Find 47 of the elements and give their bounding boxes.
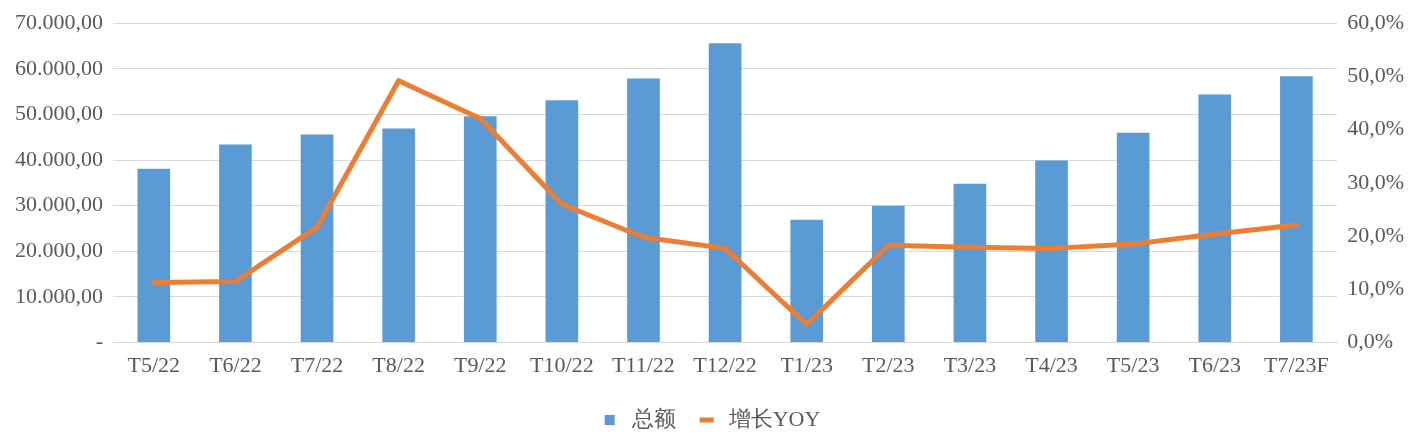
x-tick-label: T7/22 (290, 351, 344, 377)
x-tick-label: T10/22 (530, 351, 594, 377)
x-tick-label: T5/23 (1106, 351, 1160, 377)
x-tick-label: T6/22 (209, 351, 262, 377)
bar (1116, 132, 1150, 343)
y-tick-label: - (95, 328, 103, 354)
x-tick-label: T11/22 (612, 351, 675, 377)
y2-tick-label: 20,0% (1347, 221, 1404, 247)
bar (1035, 160, 1068, 343)
x-tick-label: T8/22 (372, 351, 425, 377)
bar (300, 134, 334, 343)
bar (1280, 76, 1313, 343)
bar (219, 144, 252, 343)
x-tick-label: T7/23F (1263, 351, 1329, 377)
bar (463, 116, 497, 343)
y-tick-label: 50.000,00 (15, 100, 103, 126)
y-tick-label: 20.000,00 (15, 237, 103, 263)
legend-label: 增长YOY (727, 405, 821, 431)
y2-tick-label: 40,0% (1347, 115, 1404, 141)
bar (382, 128, 415, 343)
x-tick-label: T5/22 (127, 351, 181, 377)
bar (1198, 94, 1232, 343)
bar (708, 43, 742, 343)
x-tick-label: T1/23 (780, 351, 833, 377)
bar (545, 100, 579, 343)
x-tick-label: T3/23 (943, 351, 997, 377)
y2-tick-label: 60,0% (1347, 8, 1404, 34)
legend-label: 总额 (630, 405, 676, 431)
bar (871, 205, 905, 343)
x-tick-label: T9/22 (453, 351, 507, 377)
bar (790, 219, 824, 343)
x-tick-label: T2/23 (862, 351, 915, 377)
bar (953, 183, 987, 343)
bar (137, 168, 171, 343)
y-tick-label: 10.000,00 (15, 282, 103, 308)
y2-tick-label: 10,0% (1347, 275, 1404, 301)
x-tick-label: T6/23 (1188, 351, 1242, 377)
y2-tick-label: 50,0% (1347, 62, 1404, 88)
x-tick-label: T4/23 (1025, 351, 1078, 377)
y-tick-label: 40.000,00 (15, 145, 103, 171)
bar (627, 78, 660, 343)
x-tick-label: T12/22 (693, 351, 757, 377)
y-tick-label: 60.000,00 (15, 54, 103, 80)
y2-tick-label: 0,0% (1347, 328, 1393, 354)
y-tick-label: 30.000,00 (15, 191, 103, 217)
y2-tick-label: 30,0% (1347, 168, 1404, 194)
y-tick-label: 70.000,00 (15, 8, 103, 34)
